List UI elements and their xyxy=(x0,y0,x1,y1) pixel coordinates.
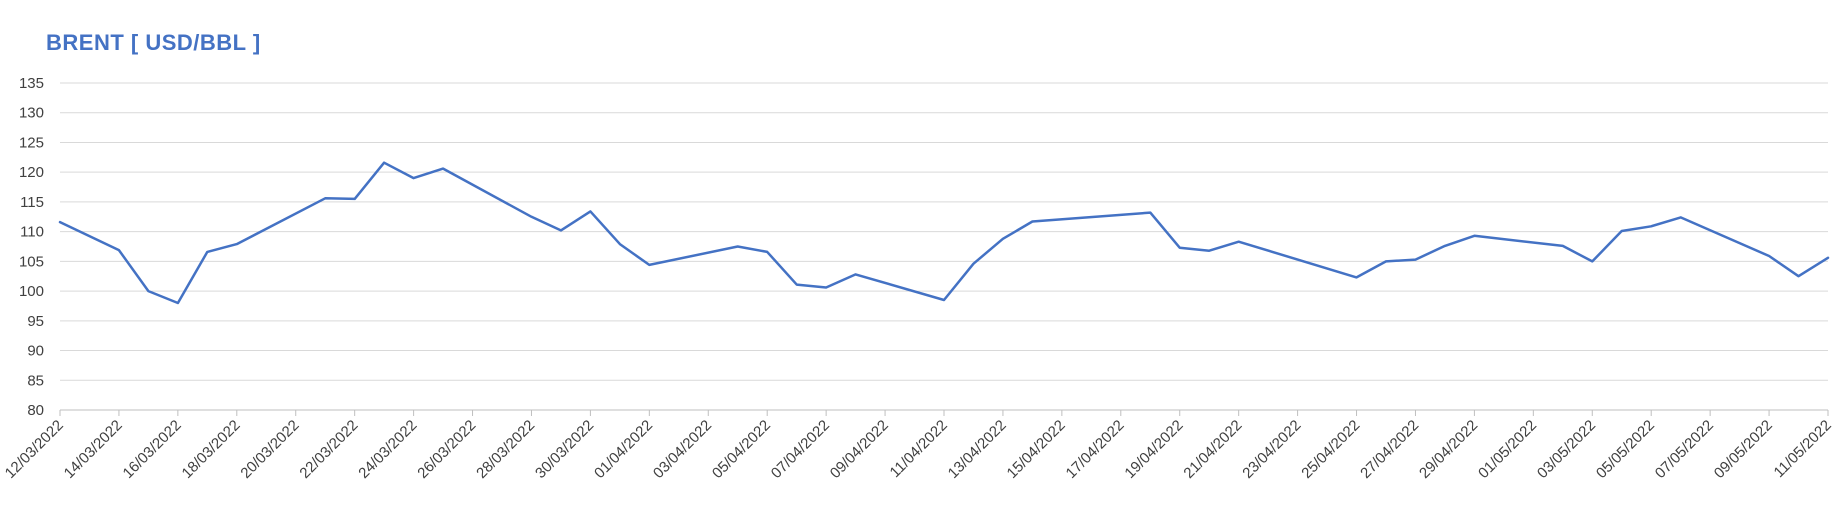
y-tick-label-80: 80 xyxy=(27,402,44,419)
x-tick-label-24: 29/04/2022 xyxy=(1416,417,1481,482)
y-tick-label-130: 130 xyxy=(19,105,44,122)
chart-title: BRENT [ USD/BBL ] xyxy=(46,30,261,55)
x-tick-label-2: 16/03/2022 xyxy=(120,417,185,482)
x-tick-label-18: 17/04/2022 xyxy=(1063,417,1128,482)
x-tick-label-11: 03/04/2022 xyxy=(650,417,715,482)
x-tick-label-6: 24/03/2022 xyxy=(355,417,420,482)
y-axis-tick-labels: 80 85 90 95 100 105 110 115 120 125 130 135 xyxy=(19,75,44,419)
x-axis-tick-labels: 12/03/202214/03/202216/03/202218/03/2022… xyxy=(2,417,1835,482)
grid-lines xyxy=(60,82,1828,411)
x-tick-label-0: 12/03/2022 xyxy=(2,417,67,482)
x-tick-label-3: 18/03/2022 xyxy=(179,417,244,482)
x-tick-label-19: 19/04/2022 xyxy=(1121,417,1186,482)
y-tick-label-95: 95 xyxy=(27,313,44,330)
x-tick-label-14: 09/04/2022 xyxy=(827,417,892,482)
x-tick-label-10: 01/04/2022 xyxy=(591,417,656,482)
x-tick-label-30: 11/05/2022 xyxy=(1771,417,1835,481)
x-tick-label-7: 26/03/2022 xyxy=(414,417,479,482)
x-tick-label-9: 30/03/2022 xyxy=(532,417,597,482)
x-tick-label-16: 13/04/2022 xyxy=(945,417,1010,482)
series-line-0 xyxy=(58,161,1830,305)
x-tick-label-25: 01/05/2022 xyxy=(1475,417,1540,482)
x-tick-label-15: 11/04/2022 xyxy=(887,417,951,481)
x-tick-label-21: 23/04/2022 xyxy=(1239,417,1304,482)
y-tick-label-85: 85 xyxy=(27,372,44,389)
y-tick-label-120: 120 xyxy=(19,164,44,181)
y-tick-label-105: 105 xyxy=(19,253,44,270)
x-tick-label-26: 03/05/2022 xyxy=(1534,417,1599,482)
x-tick-label-4: 20/03/2022 xyxy=(237,417,302,482)
y-tick-label-110: 110 xyxy=(20,224,44,241)
y-tick-label-115: 115 xyxy=(20,194,44,211)
x-tick-label-13: 07/04/2022 xyxy=(768,417,833,482)
series-layer xyxy=(58,161,1830,305)
x-tick-label-29: 09/05/2022 xyxy=(1711,417,1776,482)
x-axis xyxy=(59,409,1829,416)
x-tick-label-22: 25/04/2022 xyxy=(1298,417,1363,482)
x-tick-label-1: 14/03/2022 xyxy=(61,417,126,482)
y-tick-label-90: 90 xyxy=(27,343,44,360)
x-tick-label-5: 22/03/2022 xyxy=(296,417,361,482)
x-tick-label-23: 27/04/2022 xyxy=(1357,417,1422,482)
x-tick-label-8: 28/03/2022 xyxy=(473,417,538,482)
y-tick-label-100: 100 xyxy=(19,283,44,300)
y-tick-label-125: 125 xyxy=(19,134,44,151)
x-tick-label-12: 05/04/2022 xyxy=(709,417,774,482)
x-tick-label-27: 05/05/2022 xyxy=(1593,417,1658,482)
x-tick-label-28: 07/05/2022 xyxy=(1652,417,1717,482)
x-tick-label-20: 21/04/2022 xyxy=(1180,417,1245,482)
x-tick-label-17: 15/04/2022 xyxy=(1004,417,1069,482)
y-tick-label-135: 135 xyxy=(19,75,44,92)
